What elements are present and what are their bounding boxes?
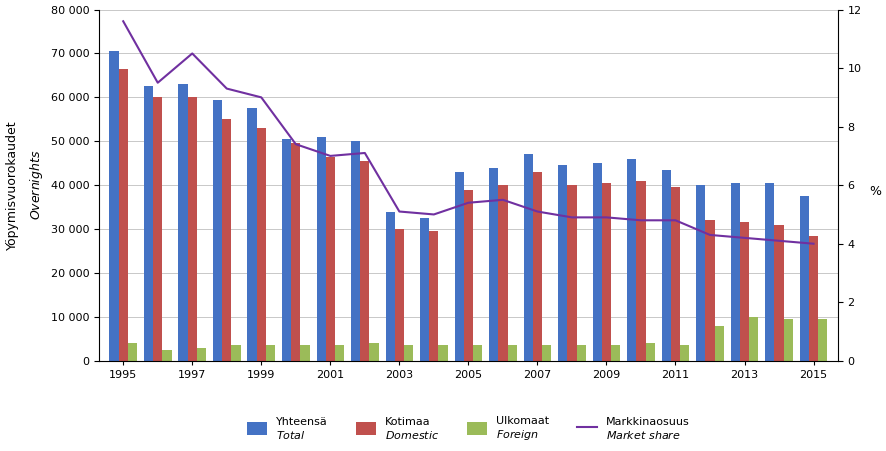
Bar	[567, 185, 576, 361]
Bar	[222, 120, 231, 361]
Bar	[394, 229, 403, 361]
Bar	[162, 350, 171, 361]
Bar	[680, 345, 688, 361]
Bar	[153, 97, 162, 361]
Bar	[360, 161, 369, 361]
Bar	[188, 97, 197, 361]
Bar	[817, 319, 827, 361]
Bar	[714, 326, 723, 361]
Bar	[635, 181, 645, 361]
Bar	[799, 196, 808, 361]
Bar	[463, 189, 472, 361]
Bar	[429, 231, 438, 361]
Bar	[808, 236, 817, 361]
Bar	[532, 172, 541, 361]
Bar	[335, 345, 344, 361]
Bar	[523, 154, 532, 361]
Bar	[109, 51, 119, 361]
Y-axis label: %: %	[868, 185, 881, 198]
Y-axis label: Yöpymisvuorokaudet
$\it{Overnights}$: Yöpymisvuorokaudet $\it{Overnights}$	[5, 120, 45, 250]
Bar	[670, 187, 680, 361]
Bar	[730, 183, 739, 361]
Bar	[231, 345, 240, 361]
Bar	[369, 343, 378, 361]
Bar	[773, 225, 782, 361]
Bar	[178, 84, 188, 361]
Legend: Yhteensä
$\it{Total}$, Kotimaa
$\it{Domestic}$, Ulkomaat
$\it{Foreign}$, Markkin: Yhteensä $\it{Total}$, Kotimaa $\it{Dome…	[247, 415, 688, 442]
Bar	[626, 159, 635, 361]
Bar	[704, 220, 714, 361]
Bar	[325, 156, 335, 361]
Bar	[488, 168, 498, 361]
Bar	[119, 69, 128, 361]
Bar	[300, 345, 309, 361]
Bar	[739, 222, 749, 361]
Bar	[266, 345, 275, 361]
Bar	[291, 143, 300, 361]
Bar	[438, 345, 447, 361]
Bar	[498, 185, 507, 361]
Bar	[696, 185, 704, 361]
Bar	[128, 343, 136, 361]
Bar	[749, 317, 758, 361]
Bar	[213, 100, 222, 361]
Bar	[420, 218, 429, 361]
Bar	[472, 345, 482, 361]
Bar	[592, 163, 602, 361]
Bar	[144, 87, 153, 361]
Bar	[661, 170, 670, 361]
Bar	[247, 108, 256, 361]
Bar	[782, 319, 792, 361]
Bar	[256, 128, 266, 361]
Bar	[765, 183, 773, 361]
Bar	[351, 141, 360, 361]
Bar	[385, 212, 394, 361]
Bar	[282, 139, 291, 361]
Bar	[507, 345, 517, 361]
Bar	[541, 345, 550, 361]
Bar	[557, 166, 567, 361]
Bar	[454, 172, 463, 361]
Bar	[576, 345, 585, 361]
Bar	[645, 343, 654, 361]
Bar	[197, 348, 206, 361]
Bar	[403, 345, 413, 361]
Bar	[610, 345, 619, 361]
Bar	[602, 183, 610, 361]
Bar	[316, 137, 325, 361]
